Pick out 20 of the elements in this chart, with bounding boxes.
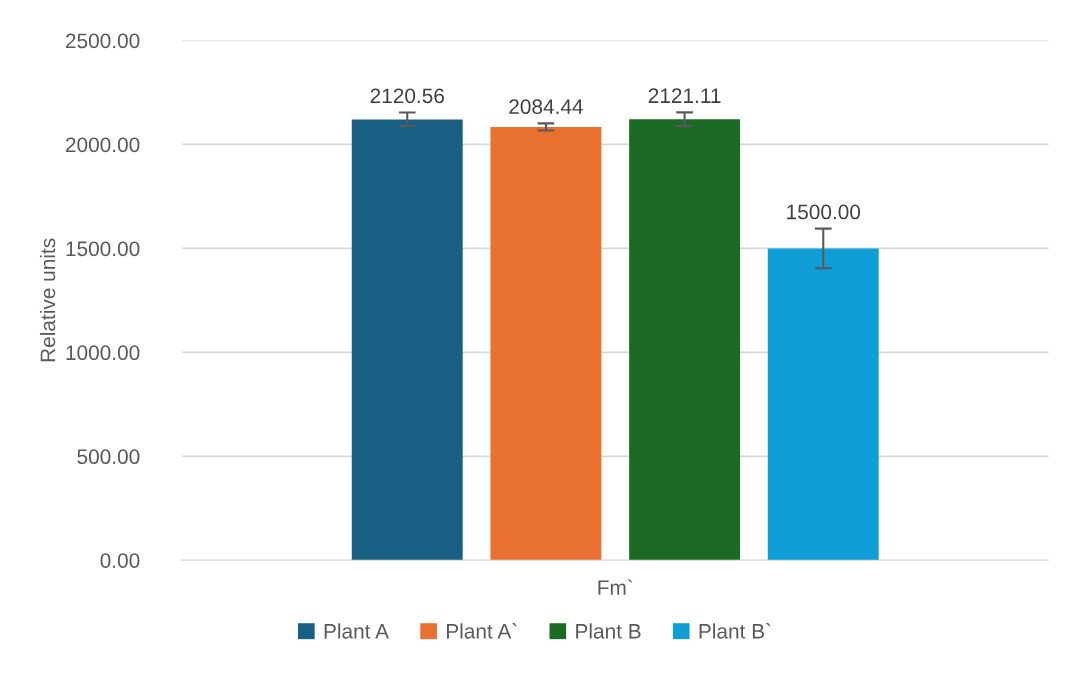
y-tick-label: 2000.00 xyxy=(65,137,140,153)
y-tick-label: 0.00 xyxy=(100,553,140,568)
bar xyxy=(490,126,602,561)
legend-label: Plant B` xyxy=(699,623,771,639)
x-tick-label: Fm` xyxy=(598,579,633,595)
data-label: 1500.00 xyxy=(787,204,861,220)
bar xyxy=(351,119,463,561)
legend-label: Plant B xyxy=(576,623,641,639)
y-tick-label: 1500.00 xyxy=(66,241,140,257)
data-label: 2084.44 xyxy=(509,99,583,115)
bar xyxy=(629,119,741,561)
y-tick-label: 1000.00 xyxy=(66,345,140,361)
legend-label: Plant A xyxy=(324,623,389,639)
y-tick-label: 500.00 xyxy=(77,449,140,465)
bar xyxy=(767,248,879,561)
y-tick-label: 2500.00 xyxy=(65,33,140,49)
data-label: 2121.11 xyxy=(648,88,721,103)
y-axis-title: Relative units xyxy=(39,238,56,362)
data-label: 2120.56 xyxy=(370,88,444,104)
legend-label: Plant A` xyxy=(446,623,517,639)
